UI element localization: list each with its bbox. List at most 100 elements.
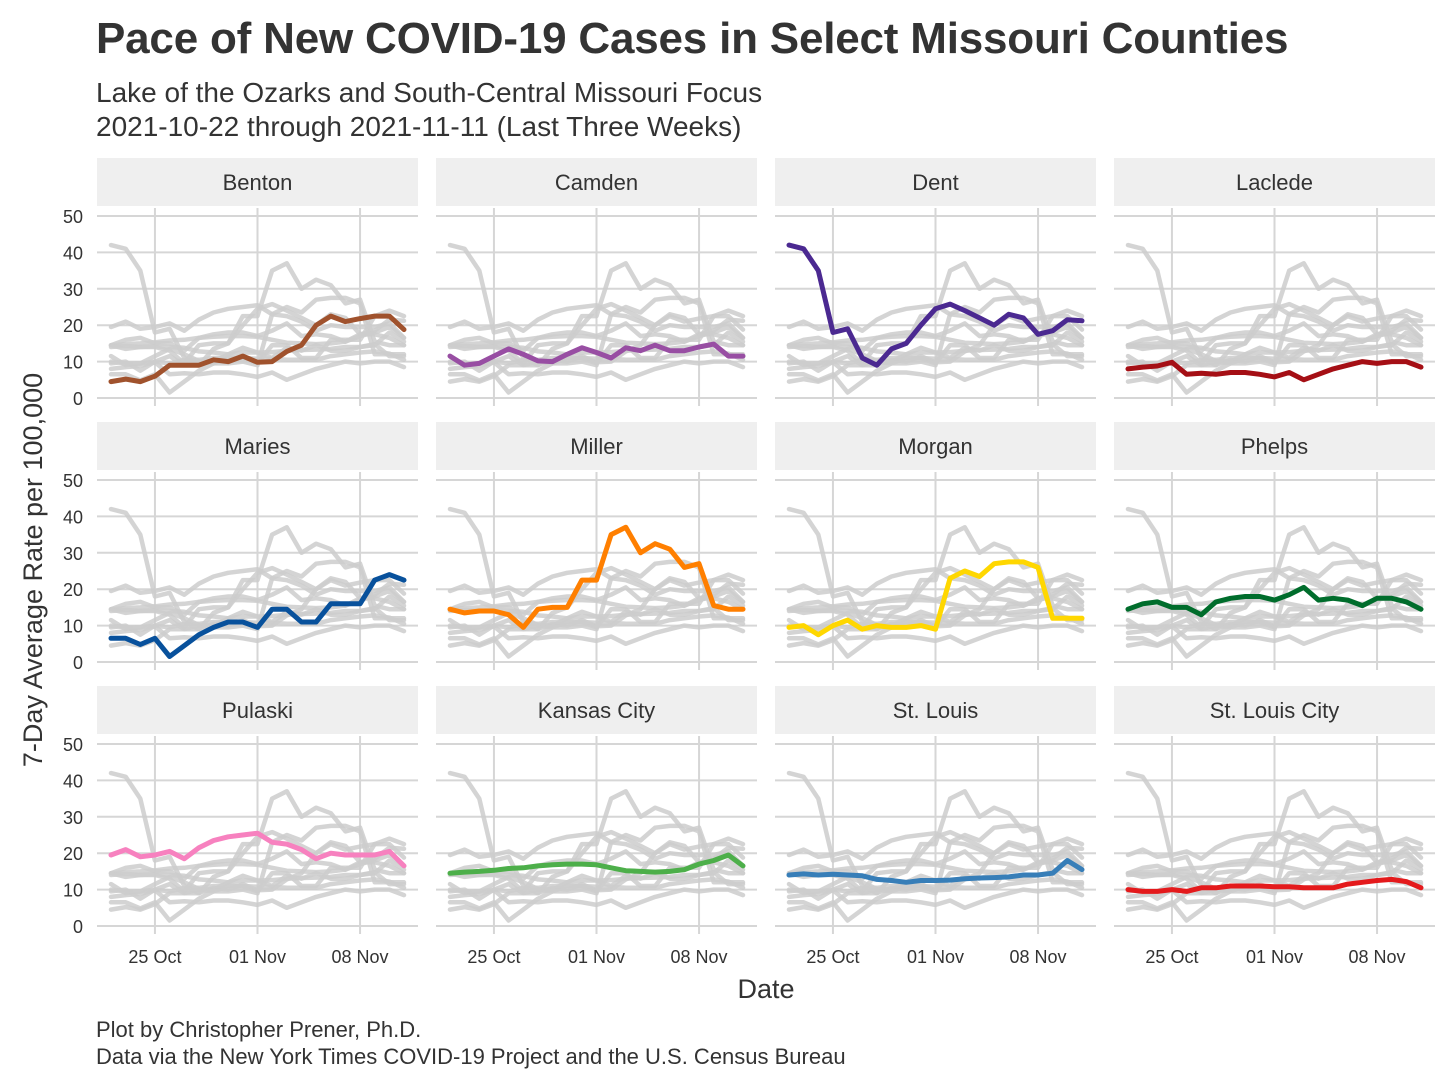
background-line-kansas-city xyxy=(786,324,1085,348)
background-line-st-louis xyxy=(108,858,407,885)
background-line-st-louis-city xyxy=(786,877,1085,894)
facet-strip xyxy=(1114,158,1435,206)
background-line-laclede xyxy=(786,623,1085,647)
facet-pulaski: Pulaski 0 10 20 30 40 50 25 Oct 01 Nov 08 Nov xyxy=(63,686,418,967)
x-tick-label: 25 Oct xyxy=(467,947,520,967)
facet-strip-label: Laclede xyxy=(1236,170,1313,195)
chart-subtitle-line-1: Lake of the Ozarks and South-Central Mis… xyxy=(96,77,763,108)
facet-phelps: Phelps xyxy=(1114,422,1435,670)
background-line-pulaski xyxy=(1125,830,1424,869)
facet-strip-label: Kansas City xyxy=(538,698,655,723)
background-line-morgan xyxy=(786,295,1085,373)
y-tick-label: 40 xyxy=(63,243,83,263)
y-tick-label: 20 xyxy=(63,316,83,336)
facet-strip-label: Benton xyxy=(223,170,293,195)
y-tick-label: 30 xyxy=(63,544,83,564)
y-tick-label: 50 xyxy=(63,735,83,755)
facet-benton: Benton 0 10 20 30 40 50 xyxy=(63,158,418,409)
series-line-pulaski xyxy=(108,830,407,869)
background-line-laclede xyxy=(108,359,407,383)
background-line-st-louis-city xyxy=(108,877,407,894)
background-line-st-louis xyxy=(1125,330,1424,357)
facet-strip xyxy=(436,158,757,206)
background-line-pulaski xyxy=(447,830,746,869)
caption-line-2: Data via the New York Times COVID-19 Pro… xyxy=(96,1044,846,1069)
background-line-st-louis xyxy=(108,594,407,621)
facet-strip xyxy=(97,422,418,470)
background-line-laclede xyxy=(108,887,407,911)
background-line-morgan xyxy=(1125,295,1424,373)
y-tick-label: 50 xyxy=(63,471,83,491)
background-line-st-louis xyxy=(1125,858,1424,885)
facet-strip-label: Maries xyxy=(224,434,290,459)
series-line-dent xyxy=(786,242,1085,368)
series-line-camden xyxy=(447,341,746,368)
x-tick-label: 25 Oct xyxy=(1145,947,1198,967)
y-tick-label: 10 xyxy=(63,881,83,901)
facet-strip xyxy=(436,422,757,470)
facet-strip xyxy=(775,422,1096,470)
y-tick-label: 0 xyxy=(73,917,83,937)
background-line-morgan xyxy=(447,823,746,901)
chart-subtitle-line-2: 2021-10-22 through 2021-11-11 (Last Thre… xyxy=(96,111,742,142)
background-line-kansas-city xyxy=(108,852,407,876)
series-line-laclede xyxy=(1125,359,1424,383)
background-line-kansas-city xyxy=(447,324,746,348)
facet-strip-label: Phelps xyxy=(1241,434,1308,459)
facet-strip-label: St. Louis City xyxy=(1210,698,1340,723)
caption-line-1: Plot by Christopher Prener, Ph.D. xyxy=(96,1017,422,1042)
facet-strip xyxy=(1114,686,1435,734)
x-tick-label: 08 Nov xyxy=(332,947,389,967)
x-tick-label: 25 Oct xyxy=(128,947,181,967)
facet-strip xyxy=(97,686,418,734)
chart-title: Pace of New COVID-19 Cases in Select Mis… xyxy=(96,14,1289,63)
series-line-phelps xyxy=(1125,584,1424,618)
background-line-pulaski xyxy=(1125,566,1424,605)
facet-camden: Camden xyxy=(436,158,757,406)
facet-strip-label: Pulaski xyxy=(222,698,293,723)
facet-strip xyxy=(97,158,418,206)
background-line-pulaski xyxy=(447,566,746,605)
background-line-st-louis xyxy=(786,594,1085,621)
y-tick-label: 40 xyxy=(63,507,83,527)
background-line-laclede xyxy=(447,623,746,647)
series-line-st-louis xyxy=(786,858,1085,885)
series-line-miller xyxy=(447,524,746,630)
facet-strip-label: Camden xyxy=(555,170,638,195)
background-line-pulaski xyxy=(1125,302,1424,341)
background-line-st-louis xyxy=(1125,594,1424,621)
series-line-morgan xyxy=(786,559,1085,638)
background-line-morgan xyxy=(1125,559,1424,637)
background-line-pulaski xyxy=(786,830,1085,869)
background-line-morgan xyxy=(108,823,407,901)
x-tick-label: 25 Oct xyxy=(806,947,859,967)
x-tick-label: 01 Nov xyxy=(1246,947,1303,967)
background-line-morgan xyxy=(447,295,746,373)
series-line-benton xyxy=(108,313,407,385)
background-line-pulaski xyxy=(108,566,407,605)
y-tick-label: 20 xyxy=(63,844,83,864)
background-line-kansas-city xyxy=(447,588,746,612)
background-line-st-louis-city xyxy=(786,349,1085,366)
background-line-st-louis-city xyxy=(1125,613,1424,630)
background-line-laclede xyxy=(786,887,1085,911)
x-tick-label: 08 Nov xyxy=(1349,947,1406,967)
background-line-st-louis-city xyxy=(1125,349,1424,366)
background-line-kansas-city xyxy=(786,852,1085,876)
background-line-laclede xyxy=(108,623,407,647)
x-tick-label: 01 Nov xyxy=(229,947,286,967)
facet-maries: Maries 0 10 20 30 40 50 xyxy=(63,422,418,673)
background-line-st-louis-city xyxy=(447,349,746,366)
y-tick-label: 30 xyxy=(63,808,83,828)
facet-dent: Dent xyxy=(775,158,1096,406)
facet-strip xyxy=(775,686,1096,734)
y-tick-label: 40 xyxy=(63,771,83,791)
y-axis-title: 7-Day Average Rate per 100,000 xyxy=(18,373,48,767)
facet-st-louis: St. Louis 25 Oct 01 Nov 08 Nov xyxy=(775,686,1096,967)
background-line-st-louis-city xyxy=(108,613,407,630)
background-line-laclede xyxy=(1125,887,1424,911)
facet-laclede: Laclede xyxy=(1114,158,1435,406)
facet-st-louis-city: St. Louis City 25 Oct 01 Nov 08 Nov xyxy=(1114,686,1435,967)
background-line-morgan xyxy=(786,823,1085,901)
facet-strip xyxy=(436,686,757,734)
